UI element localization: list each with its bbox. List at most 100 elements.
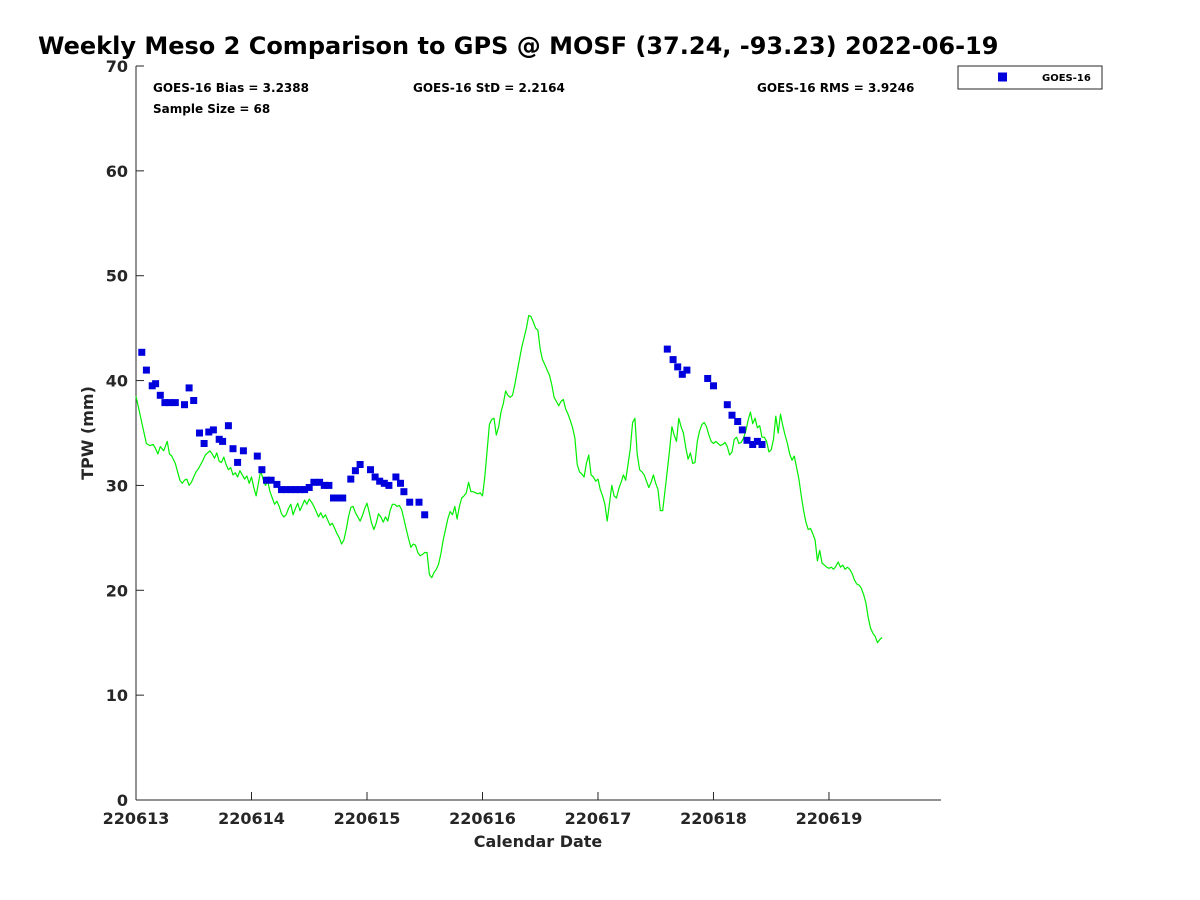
- goes16-point: [367, 466, 374, 474]
- goes16-point: [723, 401, 731, 409]
- goes16-point: [683, 366, 691, 374]
- goes16-point: [190, 397, 198, 404]
- goes16-point: [166, 399, 173, 407]
- goes16-point: [371, 473, 379, 481]
- goes16-point: [224, 422, 232, 430]
- goes16-point: [753, 437, 761, 445]
- goes16-point: [156, 391, 164, 399]
- goes16-point: [738, 426, 746, 434]
- goes16-point: [397, 479, 404, 487]
- goes16-point: [339, 494, 347, 502]
- series-goes16-group: [138, 345, 766, 519]
- stat-sample-size: Sample Size = 68: [153, 102, 270, 116]
- goes16-point: [209, 426, 217, 434]
- series-gps-group: [135, 315, 883, 644]
- plot-axes: [135, 66, 941, 801]
- goes16-point: [152, 380, 160, 388]
- x-tick-label: 220619: [796, 809, 863, 828]
- goes16-point: [296, 486, 304, 494]
- goes16-point: [234, 458, 242, 466]
- legend: GOES-16: [957, 65, 1103, 90]
- y-ticks: 0 10 20 30 40 50 60 70: [106, 57, 144, 810]
- goes16-point: [239, 447, 247, 455]
- stat-bias: GOES-16 Bias = 3.2388: [153, 81, 309, 95]
- x-tick-label: 220613: [103, 809, 170, 828]
- goes16-point: [669, 356, 677, 364]
- goes16-point: [415, 498, 423, 506]
- goes16-point: [273, 480, 281, 488]
- x-ticks: 220613 220614 220615 220616 220617 220618 2206…: [103, 792, 863, 828]
- series-gps-line: [135, 315, 883, 644]
- goes16-point: [758, 441, 766, 448]
- chart-title: Weekly Meso 2 Comparison to GPS @ MOSF (…: [38, 32, 998, 60]
- y-tick-label: 30: [106, 476, 128, 495]
- x-tick-label: 220615: [334, 809, 401, 828]
- goes16-point: [185, 384, 193, 392]
- goes16-point: [400, 488, 408, 496]
- goes16-point: [229, 445, 237, 453]
- goes16-point: [196, 429, 203, 437]
- goes16-point: [310, 478, 318, 486]
- goes16-point: [320, 481, 328, 489]
- y-tick-label: 70: [106, 57, 128, 76]
- goes16-point: [325, 481, 333, 489]
- x-tick-label: 220617: [565, 809, 632, 828]
- y-tick-label: 0: [117, 791, 128, 810]
- goes16-point: [728, 411, 736, 419]
- goes16-point: [305, 484, 313, 491]
- goes16-point: [674, 363, 682, 371]
- goes16-point: [263, 476, 270, 484]
- goes16-point: [743, 436, 751, 444]
- goes16-point: [316, 478, 324, 486]
- goes16-point: [749, 441, 757, 448]
- goes16-point: [301, 486, 309, 494]
- y-tick-label: 20: [106, 581, 128, 600]
- goes16-point: [181, 401, 188, 409]
- goes16-point: [291, 486, 299, 494]
- y-axis-label: TPW (mm): [78, 386, 97, 480]
- goes16-point: [663, 345, 671, 353]
- goes16-point: [351, 467, 359, 475]
- y-tick-label: 10: [106, 686, 128, 705]
- x-tick-label: 220614: [218, 809, 285, 828]
- goes16-point: [347, 475, 355, 483]
- goes16-point: [267, 476, 275, 484]
- goes16-point: [704, 375, 712, 382]
- goes16-point: [406, 498, 414, 506]
- goes16-point: [380, 479, 388, 487]
- goes16-point: [200, 440, 208, 447]
- x-tick-label: 220618: [680, 809, 747, 828]
- y-tick-label: 40: [106, 372, 128, 391]
- goes16-point: [253, 452, 261, 460]
- goes16-point: [710, 382, 717, 390]
- goes16-point: [171, 399, 179, 407]
- legend-marker-goes16: [998, 72, 1007, 82]
- goes16-point: [392, 473, 400, 481]
- goes16-point: [278, 486, 285, 494]
- goes16-point: [376, 477, 384, 485]
- goes16-point: [287, 486, 295, 494]
- x-tick-label: 220616: [449, 809, 516, 828]
- y-tick-label: 50: [106, 267, 128, 286]
- goes16-point: [356, 461, 364, 468]
- goes16-point: [678, 370, 686, 378]
- y-tick-label: 60: [106, 162, 128, 181]
- stat-std: GOES-16 StD = 2.2164: [413, 81, 565, 95]
- goes16-point: [142, 366, 150, 374]
- goes16-point: [205, 428, 213, 436]
- goes16-point: [330, 494, 337, 502]
- goes16-point: [734, 418, 742, 425]
- stat-rms: GOES-16 RMS = 3.9246: [757, 81, 914, 95]
- goes16-point: [421, 511, 429, 519]
- x-axis-label: Calendar Date: [474, 832, 603, 851]
- legend-box: [957, 65, 1103, 90]
- goes16-point: [385, 481, 393, 489]
- legend-label-goes16: GOES-16: [1042, 73, 1091, 84]
- goes16-point: [258, 466, 266, 474]
- goes16-point: [161, 399, 169, 407]
- goes16-point: [282, 486, 290, 494]
- goes16-point: [334, 494, 342, 502]
- goes16-point: [138, 348, 146, 356]
- goes16-point: [219, 437, 227, 445]
